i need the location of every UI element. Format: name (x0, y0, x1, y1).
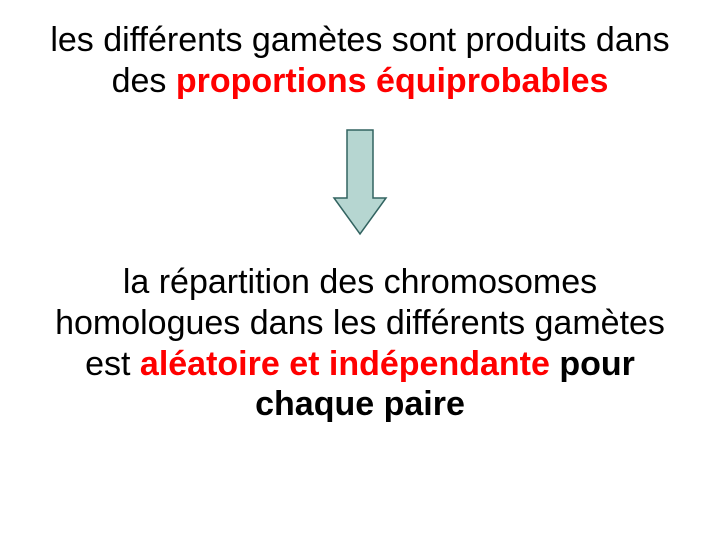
slide: les différents gamètes sont produits dan… (0, 0, 720, 540)
paragraph-top: les différents gamètes sont produits dan… (32, 20, 688, 102)
para2-text-highlight: aléatoire et indépendante (140, 345, 550, 383)
para1-text-highlight: proportions équiprobables (176, 62, 609, 100)
down-arrow-icon (330, 128, 390, 238)
paragraph-bottom: la répartition des chromosomes homologue… (32, 262, 688, 425)
